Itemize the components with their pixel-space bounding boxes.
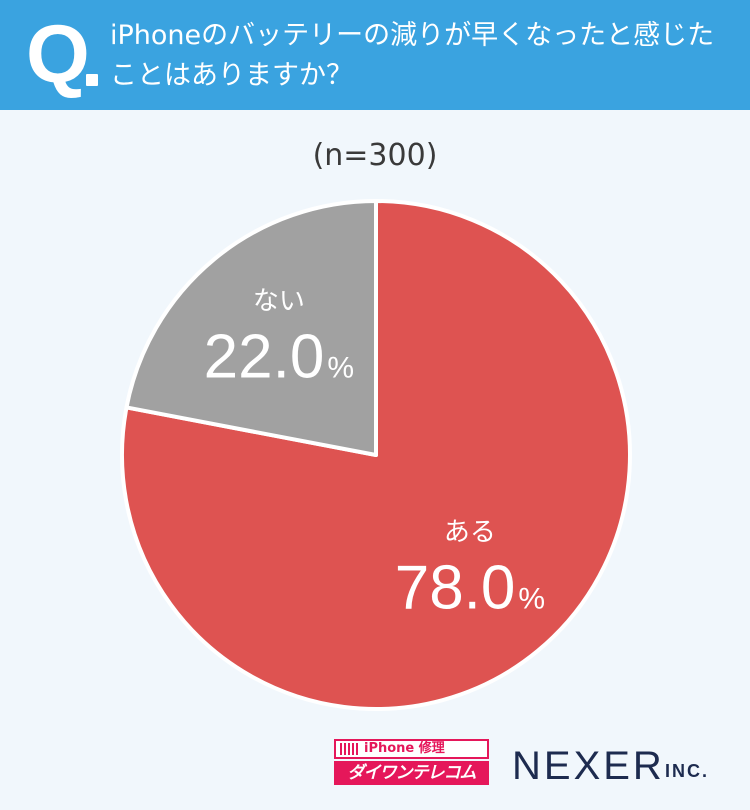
pie-slice-1-value: 78.0% [395, 554, 545, 623]
sample-size-label: (n=300) [312, 138, 438, 173]
pie-slice-2-value: 22.0% [204, 323, 354, 392]
question-line-2: ことはありますか？ [110, 60, 353, 91]
sponsor-logo-bars [340, 743, 358, 755]
question-mark-dot [86, 74, 98, 86]
question-line-1: iPhoneのバッテリーの減りが早くなったと感じた [110, 20, 715, 51]
pie-slice-1-category: ある [444, 518, 496, 548]
question-mark: Q [26, 9, 90, 100]
company-logo-suffix: INC. [665, 761, 709, 781]
pie-chart: ある 78.0% ない 22.0% [120, 199, 632, 711]
sponsor-logo-top-text: iPhone 修理 [364, 741, 445, 756]
sponsor-logo-top: iPhone 修理 [334, 739, 489, 759]
question-header: Q iPhoneのバッテリーの減りが早くなったと感じた ことはありますか？ [0, 0, 750, 110]
pie-slice-2-category: ない [253, 287, 305, 317]
company-logo: NEXER [512, 744, 665, 788]
sponsor-logo-name: ダイワンテレコム [334, 761, 489, 785]
pie-slice-2 [124, 199, 378, 457]
question-text: iPhoneのバッテリーの減りが早くなったと感じた ことはありますか？ [110, 16, 740, 96]
sponsor-logo: iPhone 修理 ダイワンテレコム [334, 739, 489, 785]
